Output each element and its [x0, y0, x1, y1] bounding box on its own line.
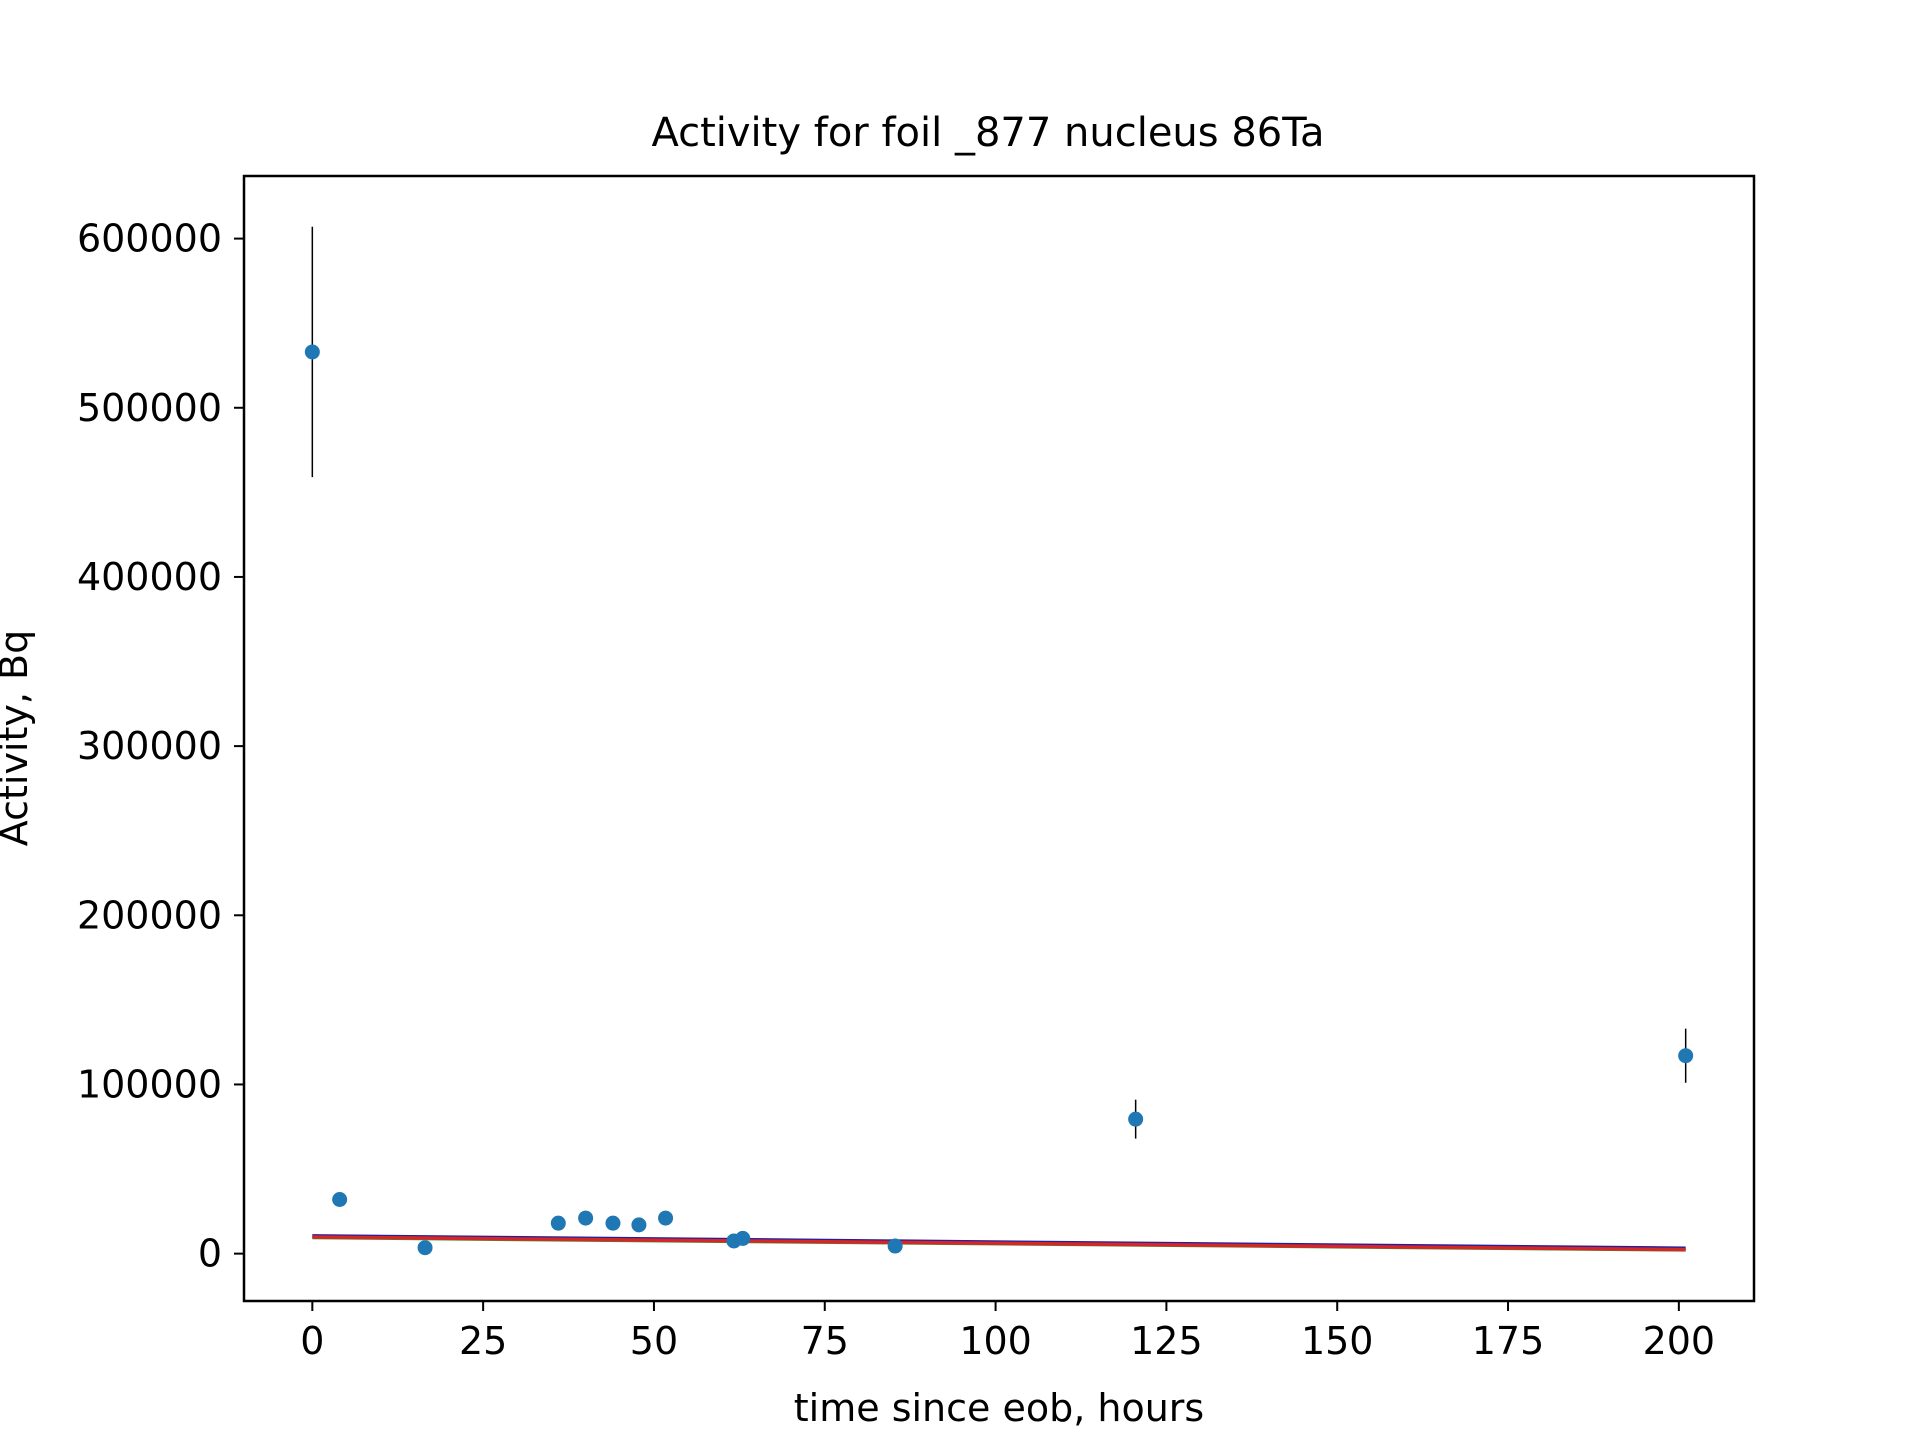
x-tick-label-25: 25: [459, 1319, 507, 1363]
x-tick-label-0: 0: [300, 1319, 324, 1363]
x-tick-label-150: 150: [1301, 1319, 1374, 1363]
y-tick-label-600000: 600000: [77, 217, 222, 261]
y-tick-label-0: 0: [198, 1232, 222, 1276]
data-point-8: [658, 1210, 674, 1226]
data-point-5: [578, 1210, 594, 1226]
chart-title: Activity for foil _877 nucleus 86Ta: [651, 110, 1324, 156]
x-tick-label-50: 50: [630, 1319, 678, 1363]
data-point-3: [417, 1240, 433, 1256]
fit-line-3: [312, 1235, 1686, 1252]
y-tick-label-300000: 300000: [77, 724, 222, 768]
x-tick-label-75: 75: [801, 1319, 849, 1363]
plot-area-frame: [242, 174, 1756, 1303]
data-point-12: [1128, 1111, 1144, 1127]
x-axis-label: time since eob, hours: [794, 1386, 1204, 1430]
data-point-6: [605, 1215, 621, 1231]
data-point-11: [887, 1238, 903, 1254]
data-point-1: [304, 344, 320, 360]
x-axis-ticks: 0 25 50 75 100 125 150 175 200: [300, 1301, 1715, 1363]
x-tick-label-100: 100: [959, 1319, 1032, 1363]
x-tick-label-175: 175: [1472, 1319, 1545, 1363]
data-point-2: [332, 1191, 348, 1207]
data-point-13: [1678, 1048, 1694, 1064]
y-tick-label-100000: 100000: [77, 1062, 222, 1106]
x-tick-label-125: 125: [1130, 1319, 1203, 1363]
error-bars: [311, 226, 1687, 1139]
y-axis-label: Activity, Bq: [0, 630, 36, 846]
data-points: [304, 344, 1694, 1256]
y-tick-label-500000: 500000: [77, 386, 222, 430]
fit-lines: [312, 1234, 1686, 1252]
data-point-4: [550, 1215, 566, 1231]
y-tick-label-400000: 400000: [77, 555, 222, 599]
y-tick-label-200000: 200000: [77, 893, 222, 937]
y-axis-ticks: 0 100000 200000 300000 400000 500000 600000: [77, 217, 244, 1276]
data-point-10: [735, 1230, 751, 1246]
data-point-7: [631, 1217, 647, 1233]
x-tick-label-200: 200: [1643, 1319, 1716, 1363]
